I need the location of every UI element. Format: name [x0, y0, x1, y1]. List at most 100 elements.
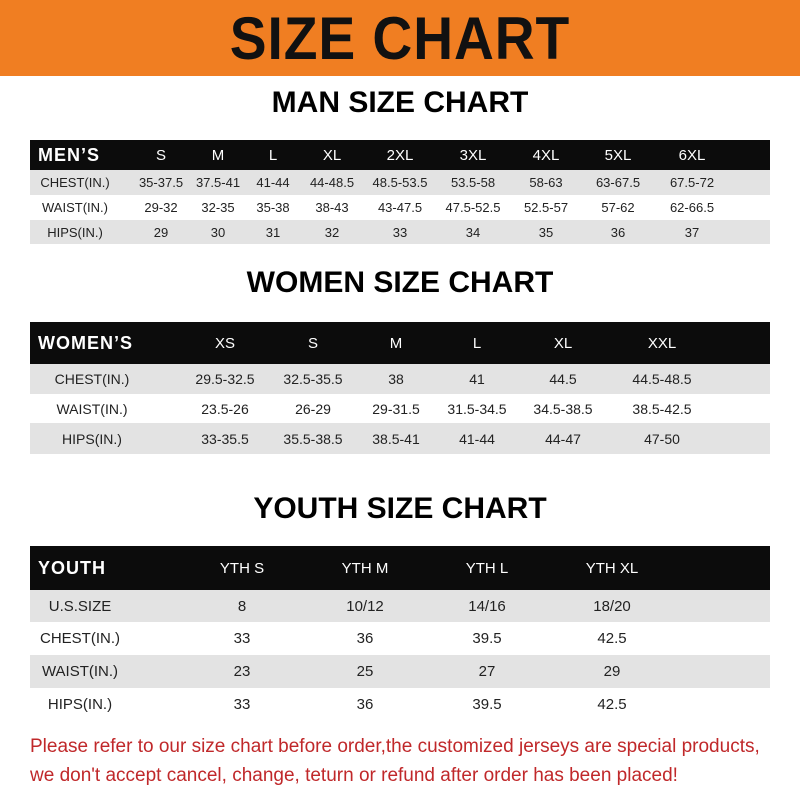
size-value: 38 — [388, 371, 404, 387]
size-value: 44.5 — [549, 371, 577, 387]
table-header-row: MEN’S S M L XL 2XL 3XL 4XL 5XL 6XL — [30, 140, 770, 170]
table-row: HIPS(IN.) 33 36 39.5 42.5 — [30, 688, 770, 720]
youth-section-title: YOUTH SIZE CHART — [253, 492, 547, 525]
women-section-title: WOMEN SIZE CHART — [246, 266, 554, 299]
row-label: HIPS(IN.) — [47, 695, 113, 713]
men-section-title: MAN SIZE CHART — [271, 86, 529, 119]
row-label: WAIST(IN.) — [41, 663, 119, 680]
notice-line-2: we don't accept cancel, change, teturn o… — [30, 765, 678, 786]
size-header: XXL — [647, 334, 677, 352]
size-value: 34 — [465, 224, 481, 240]
size-value: 31.5-34.5 — [447, 400, 507, 417]
size-header: S — [307, 334, 319, 352]
size-value: 32.5-35.5 — [283, 371, 343, 387]
table-row: CHEST(IN.) 29.5-32.5 32.5-35.5 38 41 44.5 44.5… — [30, 364, 770, 394]
size-value: 38-43 — [315, 200, 349, 215]
size-value: 23.5-26 — [201, 400, 249, 417]
table-row: WAIST(IN.) 23 25 27 29 — [30, 655, 770, 688]
table-row: CHEST(IN.) 35-37.5 37.5-41 41-44 44-48.5 48.5… — [30, 170, 770, 195]
size-header: M — [211, 146, 225, 164]
size-value: 42.5 — [597, 695, 627, 713]
size-value: 39.5 — [472, 695, 502, 713]
size-value: 62-66.5 — [669, 200, 715, 215]
size-value: 33 — [233, 695, 251, 713]
size-value: 38.5-41 — [372, 430, 420, 447]
size-value: 8 — [237, 597, 247, 615]
size-value: 36 — [356, 630, 374, 647]
size-value: 48.5-53.5 — [372, 175, 428, 190]
size-header: YTH L — [465, 559, 509, 577]
table-row: WAIST(IN.) 29-32 32-35 35-38 38-43 43-47.5 47.… — [30, 195, 770, 220]
banner: SIZE CHART — [0, 0, 800, 76]
size-value: 33 — [233, 630, 251, 647]
size-value: 44-48.5 — [309, 175, 355, 190]
size-value: 36 — [356, 695, 374, 713]
table-header-row: YOUTH YTH S YTH M YTH L YTH XL — [30, 546, 770, 590]
table-row: HIPS(IN.) 33-35.5 35.5-38.5 38.5-41 41-44 44-… — [30, 423, 770, 454]
table-row: WAIST(IN.) 23.5-26 26-29 29-31.5 31.5-34.5 34… — [30, 394, 770, 423]
size-value: 23 — [233, 663, 251, 680]
notice-line-1: Please refer to our size chart before or… — [30, 736, 760, 757]
size-value: 44.5-48.5 — [632, 371, 692, 387]
size-value: 37 — [684, 224, 700, 240]
row-label: HIPS(IN.) — [62, 430, 122, 447]
size-value: 37.5-41 — [195, 175, 241, 190]
size-value: 35-37.5 — [138, 175, 184, 190]
table-title: YOUTH — [38, 557, 106, 578]
table-title: MEN’S — [38, 144, 101, 165]
size-header: L — [268, 146, 278, 164]
size-value: 29 — [603, 663, 621, 680]
table-header-row: WOMEN’S XS S M L XL XXL — [30, 322, 770, 364]
size-header: YTH M — [341, 559, 389, 577]
size-value: 41 — [469, 371, 485, 387]
size-header: XL — [553, 334, 573, 352]
size-header: 6XL — [678, 146, 706, 164]
size-value: 47.5-52.5 — [445, 200, 501, 215]
row-label: U.S.SIZE — [48, 597, 112, 615]
size-value: 33-35.5 — [201, 430, 249, 447]
row-label: WAIST(IN.) — [42, 200, 108, 215]
size-value: 63-67.5 — [595, 175, 641, 190]
size-value: 34.5-38.5 — [533, 400, 593, 417]
size-header: S — [155, 146, 167, 164]
size-value: 30 — [210, 224, 226, 240]
size-value: 47-50 — [644, 430, 680, 447]
size-value: 14/16 — [468, 597, 506, 615]
size-value: 10/12 — [346, 597, 384, 615]
size-header: 4XL — [532, 146, 560, 164]
size-value: 67.5-72 — [669, 175, 715, 190]
size-value: 29.5-32.5 — [195, 371, 255, 387]
size-value: 29 — [153, 224, 169, 240]
size-value: 32 — [324, 224, 340, 240]
size-header: YTH S — [219, 559, 265, 577]
size-header: M — [389, 334, 403, 352]
size-value: 32-35 — [201, 200, 235, 215]
row-label: HIPS(IN.) — [47, 224, 103, 240]
row-label: CHEST(IN.) — [40, 175, 110, 190]
size-header: XS — [214, 334, 236, 352]
size-header: 2XL — [386, 146, 414, 164]
row-label: WAIST(IN.) — [56, 400, 128, 417]
size-value: 41-44 — [256, 175, 290, 190]
size-value: 18/20 — [593, 597, 631, 615]
size-value: 33 — [392, 224, 408, 240]
size-value: 43-47.5 — [377, 200, 423, 215]
size-header: YTH XL — [585, 559, 639, 577]
size-value: 26-29 — [295, 400, 331, 417]
size-value: 41-44 — [459, 430, 495, 447]
size-value: 25 — [356, 663, 374, 680]
size-header: 3XL — [459, 146, 487, 164]
size-value: 35.5-38.5 — [283, 430, 343, 447]
size-value: 38.5-42.5 — [632, 400, 692, 417]
size-header: XL — [322, 146, 342, 164]
size-value: 36 — [610, 224, 626, 240]
banner-title: SIZE CHART — [229, 4, 571, 72]
size-value: 52.5-57 — [523, 200, 569, 215]
size-value: 35 — [538, 224, 554, 240]
size-value: 39.5 — [472, 630, 502, 647]
size-value: 29-31.5 — [372, 400, 420, 417]
row-label: CHEST(IN.) — [40, 630, 120, 647]
size-value: 44-47 — [545, 430, 581, 447]
table-title: WOMEN’S — [38, 332, 133, 353]
table-row: HIPS(IN.) 29 30 31 32 33 34 35 36 37 — [30, 220, 770, 244]
